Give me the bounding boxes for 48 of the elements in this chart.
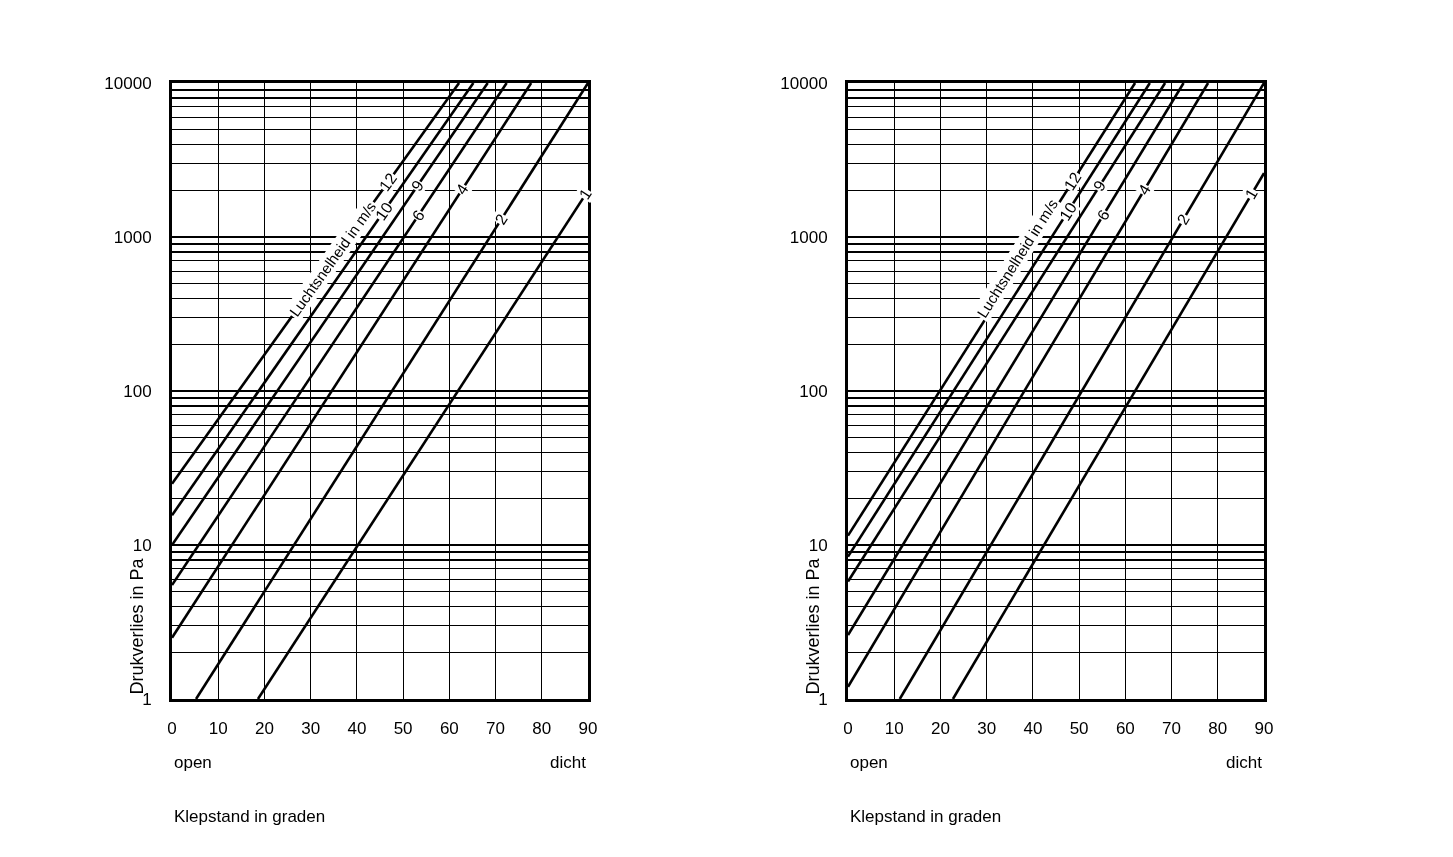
y-tick-label: 1 xyxy=(142,689,152,709)
text: 12 xyxy=(375,169,401,195)
text: dicht xyxy=(550,753,587,772)
x-tick-label: 30 xyxy=(977,719,997,739)
text: 1 xyxy=(575,185,595,203)
text: 4 xyxy=(1134,181,1154,198)
x-tick-label: 50 xyxy=(393,719,413,739)
x-tick-label: 10 xyxy=(208,719,228,739)
y-tick-label: 1000 xyxy=(789,227,828,247)
x-tick-label: 10 xyxy=(884,719,904,739)
x-tick-label: 40 xyxy=(1023,719,1043,739)
text: 12 xyxy=(1060,169,1085,194)
y-tick-label: 10 xyxy=(808,535,828,555)
x-tick-label: 70 xyxy=(486,719,506,739)
x-tick-label: 70 xyxy=(1162,719,1182,739)
text: 4 xyxy=(452,180,472,198)
x-tick-label: 80 xyxy=(1208,719,1228,739)
text: 2 xyxy=(1173,211,1193,228)
text: dicht xyxy=(1226,753,1263,772)
x-tick-label: 60 xyxy=(1115,719,1135,739)
y-tick-label: 10 xyxy=(132,535,152,555)
x-tick-label: 0 xyxy=(167,719,177,739)
text: 6 xyxy=(408,206,429,224)
text: 2 xyxy=(491,210,511,228)
text: 6 xyxy=(1093,206,1113,224)
x-tick-label: 0 xyxy=(843,719,853,739)
x-tick-label: 80 xyxy=(532,719,552,739)
y-tick-label: 1 xyxy=(818,689,828,709)
x-tick-label: 90 xyxy=(1254,719,1274,739)
x-tick-label: 40 xyxy=(347,719,367,739)
x-tick-label: 90 xyxy=(578,719,598,739)
x-tick-label: 50 xyxy=(1069,719,1089,739)
y-tick-label: 100 xyxy=(799,381,828,401)
y-tick-label: 10000 xyxy=(780,73,828,93)
y-tick-label: 100 xyxy=(123,381,152,401)
y-tick-label: 1000 xyxy=(113,227,152,247)
x-axis-title: Klepstand in graden xyxy=(174,807,326,826)
x-tick-label: 60 xyxy=(439,719,459,739)
y-tick-label: 10000 xyxy=(104,73,152,93)
x-axis-title: Klepstand in graden xyxy=(850,807,1002,826)
x-tick-label: 20 xyxy=(254,719,274,739)
text: 9 xyxy=(1089,177,1110,195)
x-tick-label: 30 xyxy=(301,719,321,739)
text: open xyxy=(850,753,888,772)
text: open xyxy=(174,753,212,772)
x-tick-label: 20 xyxy=(930,719,950,739)
text: 9 xyxy=(407,177,427,195)
text: 1 xyxy=(1241,185,1261,203)
